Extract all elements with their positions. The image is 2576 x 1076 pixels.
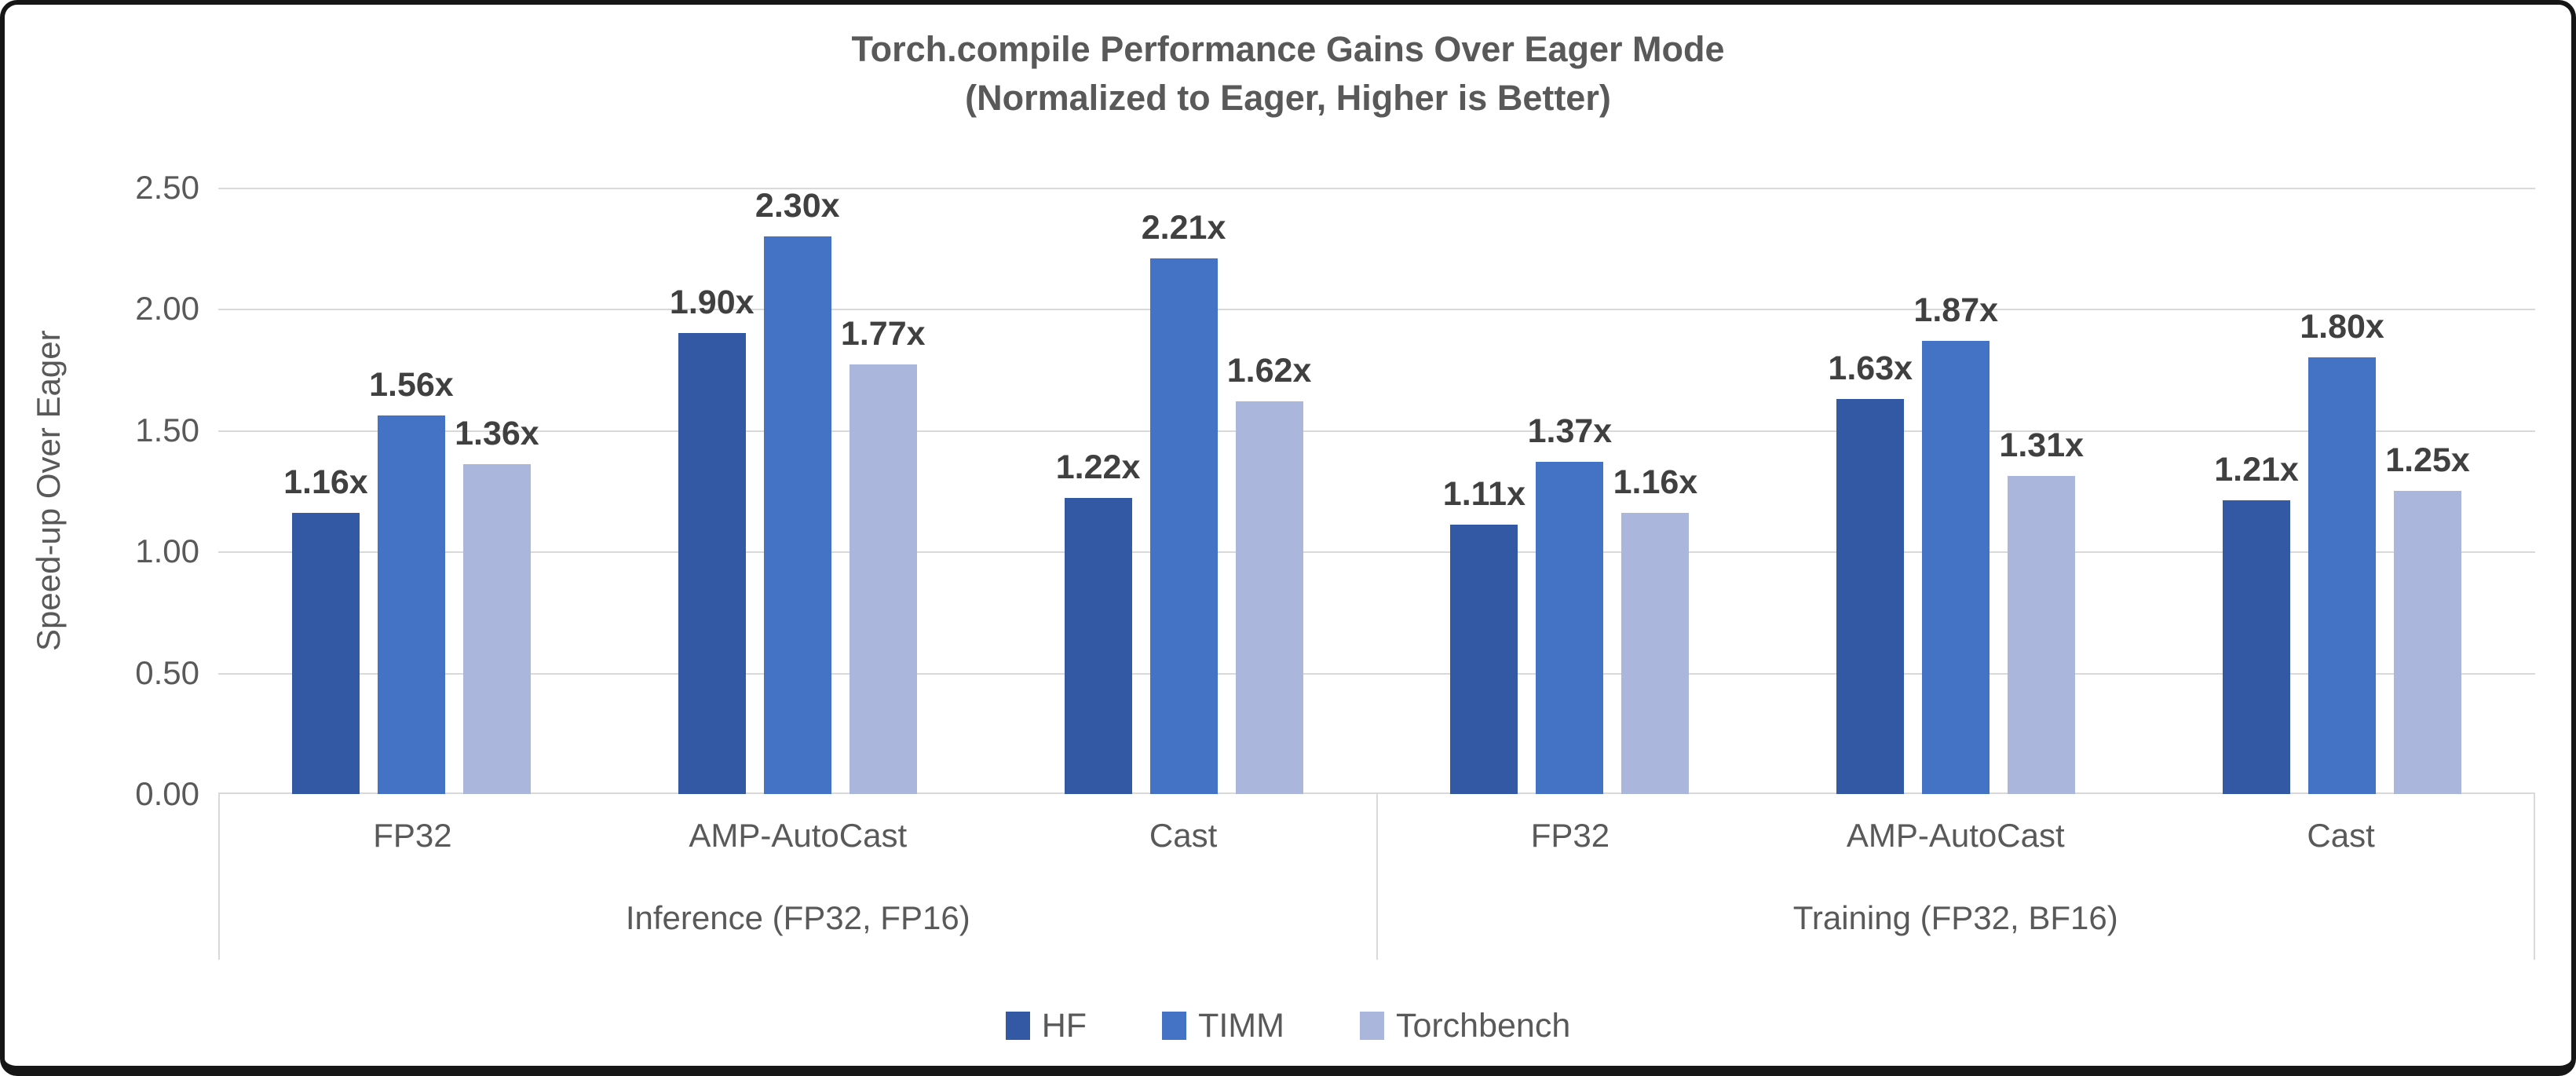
- bar-group-cast: 1.22x 2.21x 1.62x: [991, 188, 1377, 794]
- legend: HF TIMM Torchbench: [5, 1002, 2571, 1049]
- y-tick-label: 1.00: [135, 533, 199, 570]
- y-tick-label: 0.50: [135, 653, 199, 691]
- gridline: [218, 672, 2535, 675]
- legend-swatch: [1162, 1012, 1187, 1040]
- bar-timm: 1.56x: [369, 366, 454, 794]
- y-tick-label: 0.00: [135, 775, 199, 812]
- bar-hf: 1.22x: [1056, 448, 1140, 794]
- bar-hf: 1.11x: [1443, 475, 1526, 794]
- gridline: [218, 792, 2535, 794]
- chart-subtitle: (Normalized to Eager, Higher is Better): [965, 78, 1611, 118]
- gridline: [218, 430, 2535, 432]
- legend-swatch: [1005, 1012, 1030, 1040]
- bar-timm: 1.37x: [1528, 412, 1612, 794]
- bar-torchbench: 1.36x: [455, 415, 539, 794]
- bar-group-cast: 1.21x 1.80x 1.25x: [2149, 188, 2535, 794]
- bar-value-label: 2.30x: [755, 187, 840, 225]
- axis-supergroup: FP32 AMP-AutoCast Cast Inference (FP32, FP1…: [218, 794, 1378, 960]
- category-label: AMP-AutoCast: [1846, 816, 2065, 854]
- bar-value-label: 1.87x: [1913, 291, 1999, 329]
- bar-value-label: 1.16x: [1613, 463, 1698, 501]
- gridline: [218, 551, 2535, 554]
- bar-group-amp-autocast: 1.63x 1.87x 1.31x: [1763, 188, 2149, 794]
- y-tick-label: 1.50: [135, 411, 199, 448]
- legend-swatch: [1359, 1012, 1384, 1040]
- bar-timm: 2.30x: [755, 187, 840, 794]
- gridline: [218, 188, 2535, 189]
- bar-timm: 2.21x: [1142, 209, 1226, 794]
- category-label: FP32: [1530, 816, 1610, 854]
- bar-value-label: 1.37x: [1527, 412, 1613, 450]
- axis-category-row: FP32 AMP-AutoCast Cast: [1378, 794, 2534, 877]
- bar-value-label: 1.63x: [1828, 350, 1913, 387]
- bar-value-label: 1.77x: [840, 315, 926, 353]
- legend-label: Torchbench: [1395, 1006, 1571, 1045]
- bar-value-label: 1.90x: [669, 284, 755, 321]
- bar-value-label: 1.31x: [1999, 426, 2085, 464]
- gridline: [218, 309, 2535, 311]
- bar-value-label: 1.36x: [455, 415, 539, 452]
- axis-supergroup: FP32 AMP-AutoCast Cast Training (FP32, BF16…: [1378, 794, 2535, 960]
- legend-item-torchbench: Torchbench: [1359, 1006, 1571, 1045]
- bar-group-amp-autocast: 1.90x 2.30x 1.77x: [605, 187, 991, 794]
- bar-torchbench: 1.62x: [1227, 352, 1311, 794]
- legend-label: HF: [1041, 1006, 1087, 1045]
- bar-torchbench: 1.25x: [2385, 441, 2470, 794]
- category-label: Cast: [2307, 816, 2375, 854]
- bar-hf: 1.63x: [1828, 350, 1913, 794]
- y-tick-label: 2.00: [135, 290, 199, 328]
- category-label: Cast: [1149, 816, 1218, 854]
- bar-hf: 1.21x: [2214, 451, 2299, 794]
- bar-value-label: 1.25x: [2385, 441, 2470, 479]
- bar-hf: 1.90x: [670, 284, 755, 794]
- bar-torchbench: 1.16x: [1613, 463, 1697, 794]
- bar-value-label: 1.21x: [2214, 451, 2299, 489]
- legend-label: TIMM: [1198, 1006, 1284, 1045]
- legend-item-timm: TIMM: [1162, 1007, 1284, 1045]
- y-tick-label: 2.50: [135, 169, 199, 206]
- bar-hf: 1.16x: [283, 463, 368, 794]
- bar-value-label: 1.11x: [1442, 475, 1526, 513]
- bar-torchbench: 1.31x: [1999, 426, 2084, 794]
- legend-item-hf: HF: [1005, 1006, 1087, 1045]
- bar-torchbench: 1.77x: [841, 315, 926, 794]
- bar-group-fp32: 1.16x 1.56x 1.36x: [218, 188, 605, 794]
- plot-area: 1.16x 1.56x 1.36x 1.90x 2.30x 1.77x 1.22x 2.21x…: [218, 187, 2535, 794]
- chart-title: Torch.compile Performance Gains Over Eag…: [851, 29, 1725, 69]
- bar-timm: 1.80x: [2300, 308, 2384, 794]
- bar-value-label: 1.16x: [283, 463, 368, 501]
- bar-value-label: 1.56x: [369, 366, 454, 404]
- axis-category-row: FP32 AMP-AutoCast Cast: [220, 794, 1376, 877]
- y-axis-tick-labels: 2.50 2.00 1.50 1.00 0.50 0.00: [5, 169, 199, 812]
- bar-value-label: 2.21x: [1141, 209, 1226, 247]
- bar-value-label: 1.80x: [2300, 308, 2384, 346]
- bar-timm: 1.87x: [1913, 291, 1998, 794]
- bar-group-fp32: 1.11x 1.37x 1.16x: [1376, 188, 1763, 794]
- category-label: AMP-AutoCast: [689, 816, 908, 854]
- chart-title-block: Torch.compile Performance Gains Over Eag…: [5, 25, 2571, 123]
- supergroup-label: Inference (FP32, FP16): [625, 899, 970, 936]
- bar-value-label: 1.22x: [1055, 448, 1141, 486]
- category-label: FP32: [373, 816, 452, 854]
- bar-value-label: 1.62x: [1226, 352, 1312, 390]
- category-axis: FP32 AMP-AutoCast Cast Inference (FP32, FP1…: [218, 794, 2535, 960]
- supergroup-label: Training (FP32, BF16): [1792, 899, 2118, 936]
